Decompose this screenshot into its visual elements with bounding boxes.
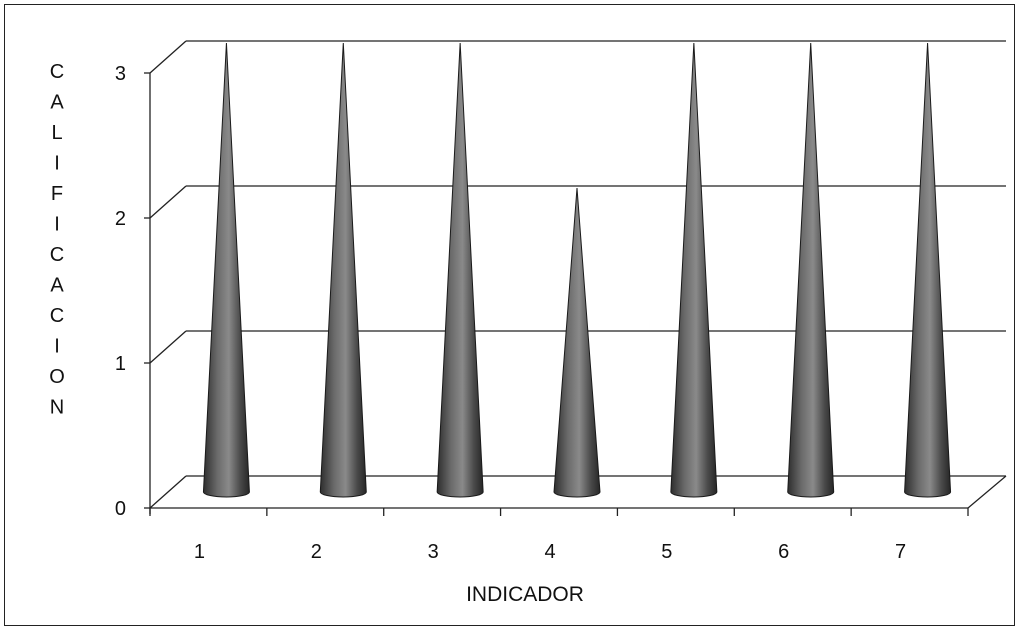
x-tick-label: 4 (544, 541, 555, 563)
y-axis-label-letter: C (50, 244, 64, 266)
x-tick-label: 2 (311, 541, 322, 563)
cone-bar (436, 42, 484, 498)
x-tick-label: 6 (778, 541, 789, 563)
x-axis-label: INDICADOR (466, 583, 584, 606)
y-axis-label-letter: O (49, 366, 65, 388)
cone-body (202, 42, 250, 498)
cone-series (202, 42, 952, 498)
side-wall-connector (149, 330, 187, 364)
y-tick-label: 2 (115, 208, 126, 230)
y-axis-label-letter: F (51, 183, 63, 205)
y-axis-label-letter: C (50, 61, 64, 83)
y-tick-label: 0 (115, 498, 126, 520)
y-axis-label-letter: L (51, 122, 62, 144)
y-axis-label-letter: N (50, 397, 64, 419)
side-wall-connector (149, 40, 187, 74)
cone-bar (319, 42, 367, 498)
cone-body (670, 42, 718, 498)
y-tick-label: 1 (115, 353, 126, 375)
cone-bar (202, 42, 250, 498)
x-tick-label: 7 (895, 541, 906, 563)
cone-bar (670, 42, 718, 498)
cone-bar (904, 42, 952, 498)
cone-bar (787, 42, 835, 498)
side-wall-connector (149, 185, 187, 219)
cone-body (904, 42, 952, 498)
x-tick-label: 5 (661, 541, 672, 563)
chart-frame (4, 4, 1015, 626)
floor-right-edge (967, 475, 1007, 509)
y-axis-label-letter: C (50, 305, 64, 327)
axes (144, 72, 1007, 516)
x-tick-label: 3 (428, 541, 439, 563)
x-tick-labels: 1 2 3 4 5 6 7 (194, 541, 906, 563)
y-axis-label-letter: I (54, 336, 60, 358)
cone-bar (553, 187, 601, 498)
cone-body (787, 42, 835, 498)
cone-body (553, 187, 601, 498)
y-axis-label-letter: A (50, 92, 64, 114)
y-axis-label-letter: A (50, 275, 64, 297)
side-wall-connector (149, 475, 187, 509)
cone-body (436, 42, 484, 498)
x-tick-label: 1 (194, 541, 205, 563)
y-axis-label-letter: I (54, 153, 60, 175)
y-axis-label-letter: I (54, 214, 60, 236)
y-tick-labels: 0 1 2 3 (115, 63, 126, 520)
y-tick-label: 3 (115, 63, 126, 85)
cone-body (319, 42, 367, 498)
